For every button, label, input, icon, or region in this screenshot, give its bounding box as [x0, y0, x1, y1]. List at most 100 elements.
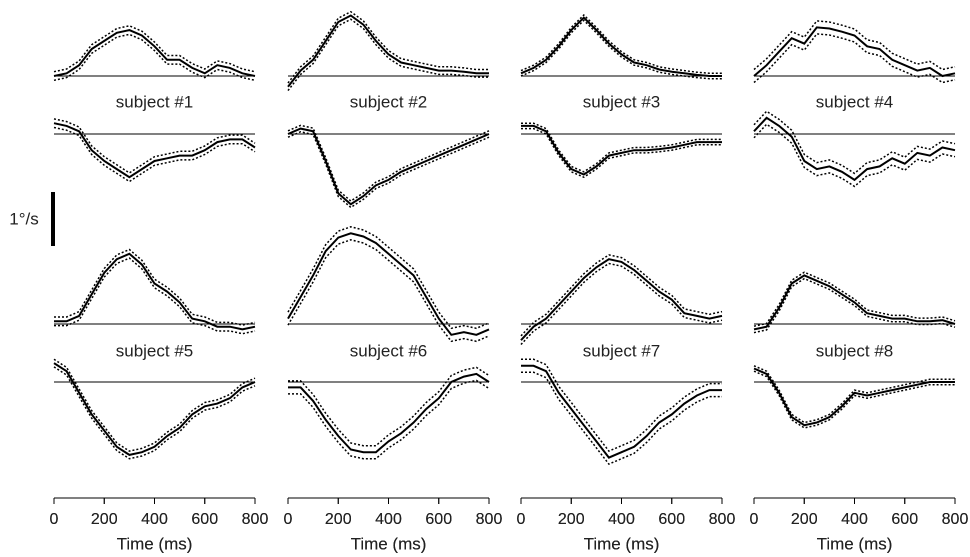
subject-label: subject #2	[350, 92, 428, 111]
x-tick-label: 400	[141, 511, 168, 528]
ci-line	[288, 379, 490, 460]
ci-line	[53, 126, 256, 183]
subject-label: subject #5	[116, 341, 194, 360]
ci-line	[753, 271, 956, 327]
x-axis-label: Time (ms)	[351, 534, 427, 553]
subject-label: subject #6	[350, 341, 428, 360]
ci-line	[753, 123, 956, 188]
x-tick-label: 400	[841, 511, 868, 528]
ci-line	[520, 19, 722, 80]
x-tick-label: 0	[284, 511, 293, 528]
subject-label: subject #4	[816, 92, 894, 111]
ci-line	[287, 124, 490, 202]
x-axis-label: Time (ms)	[117, 534, 193, 553]
x-tick-label: 200	[791, 511, 818, 528]
x-tick-label: 800	[476, 511, 503, 528]
x-tick-label: 400	[608, 511, 635, 528]
mean-line	[520, 16, 722, 77]
ci-line	[520, 13, 722, 75]
mean-line	[753, 367, 955, 427]
x-tick-label: 400	[375, 511, 402, 528]
x-axis-label: Time (ms)	[817, 534, 893, 553]
ci-line	[53, 118, 256, 174]
x-tick-label: 200	[325, 511, 352, 528]
ci-line	[521, 358, 722, 453]
x-tick-label: 0	[750, 511, 759, 528]
x-tick-label: 800	[709, 511, 736, 528]
x-tick-label: 600	[658, 511, 685, 528]
ci-line	[753, 370, 955, 429]
ci-line	[753, 110, 956, 175]
x-tick-label: 0	[517, 511, 526, 528]
ci-line	[520, 262, 723, 346]
x-axis-label: Time (ms)	[584, 534, 660, 553]
ci-line	[53, 358, 256, 452]
x-tick-label: 200	[91, 511, 118, 528]
ci-line	[287, 10, 489, 84]
x-tick-label: 600	[191, 511, 218, 528]
x-tick-label: 800	[242, 511, 269, 528]
subject-label: subject #3	[583, 92, 661, 111]
x-tick-label: 0	[50, 511, 59, 528]
ci-line	[521, 371, 722, 466]
x-tick-label: 200	[91, 511, 118, 528]
ci-line	[287, 131, 490, 209]
mean-line	[288, 372, 490, 454]
mean-line	[287, 14, 489, 88]
x-tick-label: 600	[891, 511, 918, 528]
subject-label: subject #1	[116, 92, 194, 111]
x-axis-label: Time (ms)	[584, 534, 660, 553]
x-tick-label: 0	[50, 511, 59, 528]
scale-bar-label: 1°/s	[9, 209, 38, 228]
x-tick-label: 200	[791, 511, 818, 528]
mean-line	[753, 26, 956, 78]
x-tick-label: 800	[942, 511, 969, 528]
x-tick-label: 400	[141, 511, 168, 528]
ci-line	[54, 248, 256, 326]
x-tick-label: 800	[476, 511, 503, 528]
ci-line	[287, 239, 490, 343]
ci-line	[53, 25, 256, 73]
ci-line	[753, 33, 956, 84]
mean-line	[521, 124, 722, 176]
mean-line	[287, 127, 490, 206]
x-axis-label: Time (ms)	[117, 534, 193, 553]
x-tick-label: 200	[558, 511, 585, 528]
mean-line	[54, 252, 256, 331]
x-tick-label: 0	[517, 511, 526, 528]
x-tick-label: 400	[375, 511, 402, 528]
x-tick-label: 600	[891, 511, 918, 528]
ci-line	[53, 366, 256, 460]
mean-line	[521, 364, 722, 459]
x-tick-label: 800	[942, 511, 969, 528]
mean-line	[753, 274, 956, 331]
ci-line	[287, 18, 489, 92]
x-tick-label: 200	[325, 511, 352, 528]
x-tick-label: 600	[425, 511, 452, 528]
subject-label: subject #8	[816, 341, 894, 360]
x-tick-label: 600	[425, 511, 452, 528]
mean-line	[53, 122, 256, 179]
mean-line	[753, 116, 956, 182]
ci-line	[287, 226, 490, 330]
ci-line	[521, 127, 722, 179]
x-tick-label: 600	[191, 511, 218, 528]
x-tick-label: 600	[658, 511, 685, 528]
x-tick-label: 0	[750, 511, 759, 528]
x-axis-label: Time (ms)	[817, 534, 893, 553]
x-tick-label: 400	[608, 511, 635, 528]
subject-label: subject #7	[583, 341, 661, 360]
ci-line	[753, 365, 955, 424]
ci-line	[521, 122, 722, 173]
ci-line	[520, 254, 723, 337]
ci-line	[753, 277, 956, 334]
x-tick-label: 800	[242, 511, 269, 528]
x-tick-label: 400	[841, 511, 868, 528]
ci-line	[53, 33, 256, 82]
x-tick-label: 800	[709, 511, 736, 528]
x-axis-label: Time (ms)	[351, 534, 427, 553]
x-tick-label: 200	[558, 511, 585, 528]
mean-line	[53, 362, 256, 456]
